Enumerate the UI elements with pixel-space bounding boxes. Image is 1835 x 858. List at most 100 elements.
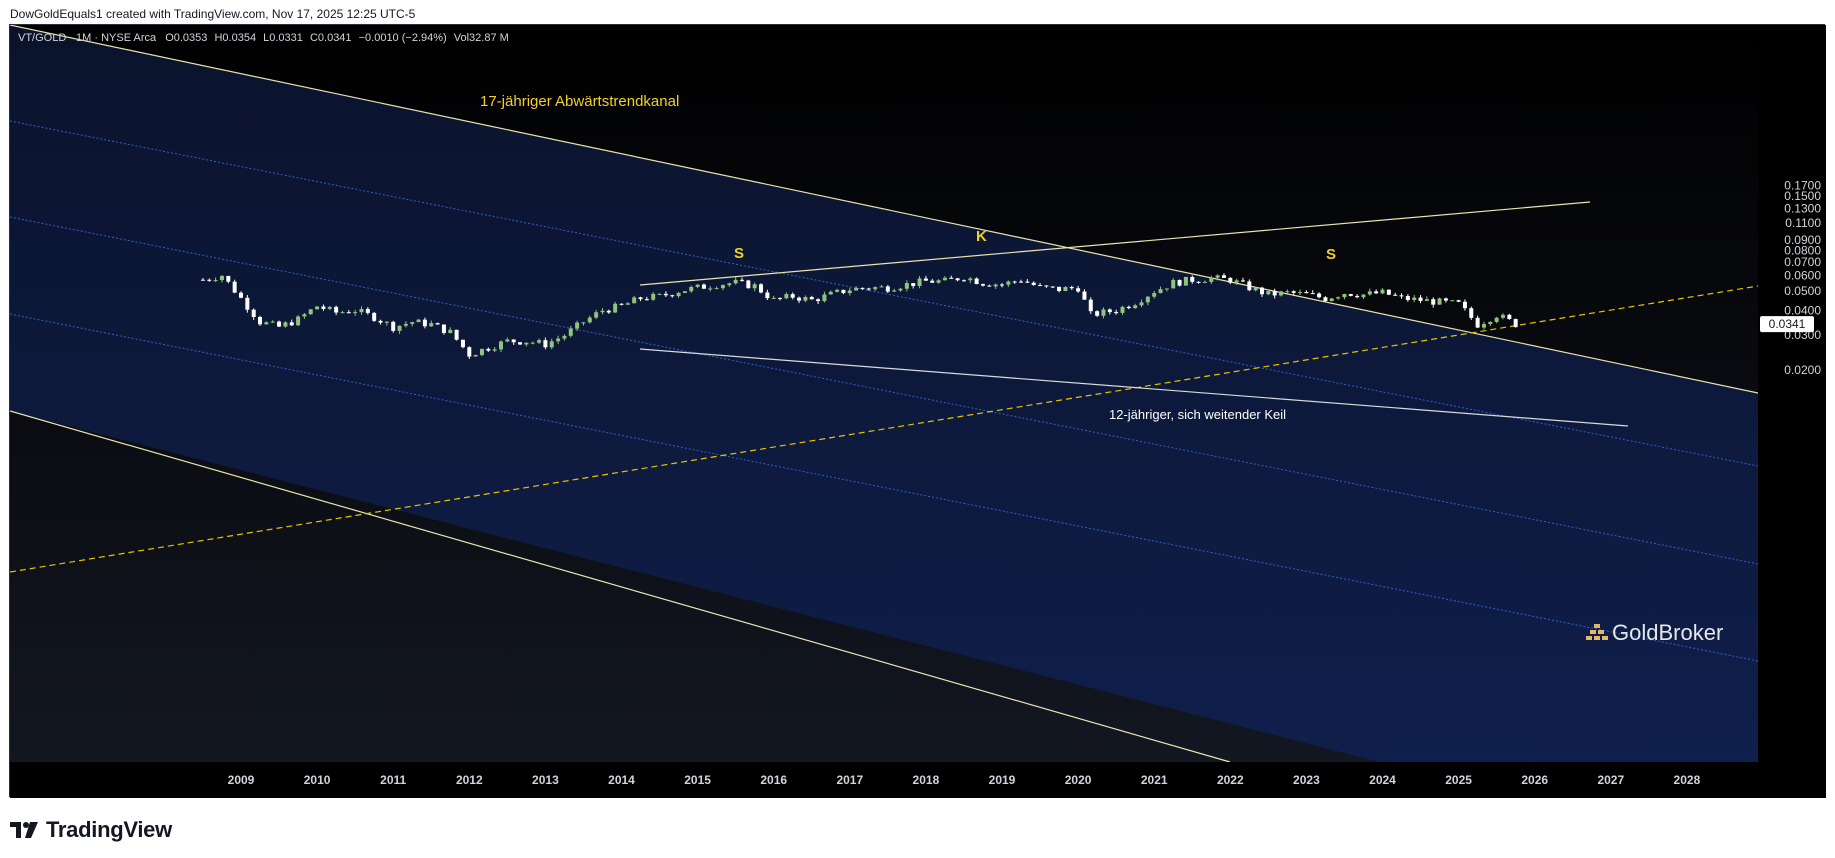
legend-volume: Vol32.87 M (454, 32, 509, 44)
x-tick-label: 2017 (836, 773, 863, 787)
candle-body (1057, 286, 1062, 292)
last-price-tag (1760, 316, 1814, 333)
candle-body (346, 312, 351, 314)
candle-body (771, 297, 776, 299)
head-label: K (976, 228, 987, 245)
x-tick-label: 2013 (532, 773, 559, 787)
legend-open: O0.0353 (165, 32, 207, 44)
candle-body (1069, 287, 1074, 289)
candle-body (549, 341, 554, 348)
candle-body (422, 319, 427, 327)
channel-inner-line[interactable] (10, 216, 1759, 565)
candle-body (1101, 309, 1106, 316)
candle-body (575, 322, 580, 329)
candle-body (1019, 281, 1024, 283)
candle-body (1006, 281, 1011, 285)
channel-upper-line[interactable] (10, 25, 1759, 394)
candle-body (454, 329, 459, 340)
x-tick-label: 2014 (608, 773, 635, 787)
candle-body (733, 279, 738, 284)
tradingview-footer-logo[interactable]: TradingView (10, 817, 172, 843)
y-tick-label: 0.1500 (1784, 189, 1821, 203)
x-tick-label: 2018 (913, 773, 940, 787)
candle-body (942, 277, 947, 281)
candle-body (1196, 281, 1201, 283)
candlestick-series (200, 273, 1518, 360)
candle-body (315, 306, 320, 310)
goldbroker-watermark: GoldBroker (1586, 620, 1723, 645)
candle-body (296, 316, 301, 326)
candle-body (1145, 296, 1150, 303)
ohlc-legend: VT/GOLD · 1M · NYSE Arca O0.0353 H0.0354… (18, 32, 509, 44)
candle-body (1272, 291, 1277, 296)
x-tick-label: 2012 (456, 773, 483, 787)
candle-body (1399, 295, 1404, 297)
candle-body (1450, 300, 1455, 302)
candle-body (1171, 279, 1176, 289)
channel-label: 17-jähriger Abwärtstrendkanal (480, 93, 679, 110)
candle-body (974, 278, 979, 285)
candle-body (302, 314, 307, 317)
right-shoulder-label: S (1326, 246, 1336, 263)
time-axis[interactable] (10, 762, 1826, 798)
price-axis[interactable] (1758, 25, 1826, 762)
svg-text:GoldBroker: GoldBroker (1612, 620, 1723, 645)
candle-body (1393, 294, 1398, 296)
wedge-label: 12-jähriger, sich weitender Keil (1109, 407, 1286, 422)
candle-body (416, 319, 421, 323)
candle-body (441, 324, 446, 334)
candle-body (993, 284, 998, 287)
long-term-support-dashed-line[interactable] (10, 285, 1759, 573)
x-tick-label: 2021 (1141, 773, 1168, 787)
candle-body (1367, 291, 1372, 295)
candle-body (251, 309, 256, 317)
wedge-upper-line[interactable] (639, 201, 1591, 286)
channel-inner-line[interactable] (10, 313, 1759, 662)
candle-body (435, 323, 440, 325)
channel-inner-line[interactable] (10, 120, 1759, 467)
wedge-lower-line[interactable] (639, 348, 1629, 427)
x-tick-label: 2027 (1597, 773, 1624, 787)
candle-body (1285, 291, 1290, 293)
chart-frame[interactable]: 0.1700 0.1500 0.1300 0.1100 0.0900 0.0800 0.07… (9, 24, 1826, 798)
candle-body (226, 275, 231, 282)
candle-body (708, 288, 713, 290)
candle-body (1374, 291, 1379, 294)
candle-body (714, 288, 719, 290)
candle-body (663, 293, 668, 296)
legend-low: L0.0331 (263, 32, 303, 44)
candle-body (1386, 289, 1391, 295)
candle-body (1348, 294, 1353, 296)
candle-body (835, 289, 840, 292)
y-tick-label: 0.0600 (1784, 268, 1821, 282)
channel-lower-line[interactable] (10, 410, 1231, 763)
candle-body (492, 349, 497, 351)
candle-body (904, 283, 909, 289)
candle-body (1481, 324, 1486, 328)
candle-body (930, 280, 935, 283)
candle-body (980, 284, 985, 286)
candle-body (847, 290, 852, 294)
x-tick-label: 2010 (304, 773, 331, 787)
candle-body (1507, 314, 1512, 319)
candle-body (828, 291, 833, 295)
candle-body (606, 310, 611, 313)
candle-body (1247, 281, 1252, 291)
candle-body (556, 338, 561, 342)
candle-body (879, 286, 884, 288)
candle-body (1488, 321, 1493, 325)
candle-body (987, 285, 992, 287)
candle-body (1044, 285, 1049, 287)
candle-body (632, 297, 637, 304)
candle-body (1279, 291, 1284, 296)
candle-body (689, 286, 694, 292)
candle-body (499, 341, 504, 350)
candle-body (936, 280, 941, 283)
candle-body (816, 299, 821, 302)
candle-body (1107, 309, 1112, 313)
candle-body (562, 335, 567, 339)
candle-body (1012, 281, 1017, 283)
candle-body (676, 293, 681, 297)
candle-body (727, 283, 732, 286)
